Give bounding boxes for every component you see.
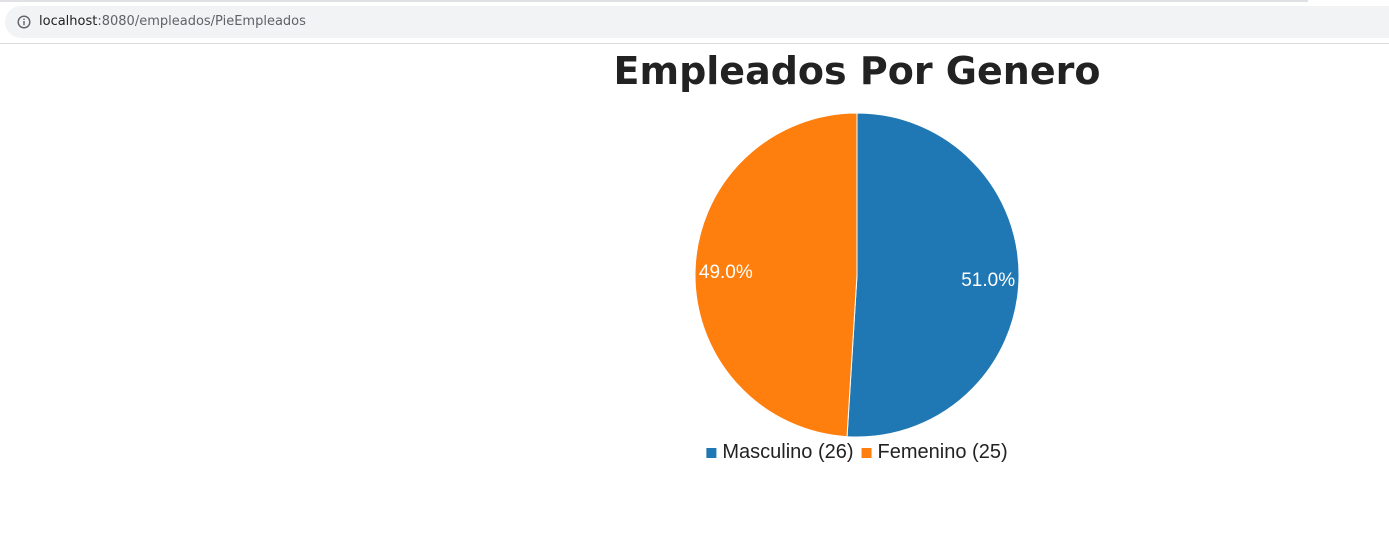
url-path: :8080/empleados/PieEmpleados <box>97 14 306 29</box>
url-host: localhost <box>39 14 98 29</box>
pie-slice-masculino[interactable] <box>846 112 1020 438</box>
legend-swatch-femenino <box>861 448 872 458</box>
pie-slice-femenino[interactable] <box>694 112 858 438</box>
pie-slices <box>694 112 1020 438</box>
pie-percent-label-masculino: 51.0% <box>961 270 1015 291</box>
toolbar-divider <box>0 43 1389 44</box>
legend-label-masculino: Masculino (26) <box>722 441 853 463</box>
legend-item-femenino[interactable]: Femenino (25) <box>861 441 1008 463</box>
browser-top-strip <box>0 0 1389 4</box>
legend-item-masculino[interactable]: Masculino (26) <box>706 441 854 463</box>
pie-percent-labels: 51.0% 49.0% <box>699 262 1015 291</box>
pie-percent-label-femenino: 49.0% <box>699 262 753 283</box>
address-bar[interactable]: localhost:8080/empleados/PieEmpleados <box>5 6 1389 38</box>
url-text[interactable]: localhost:8080/empleados/PieEmpleados <box>39 14 306 30</box>
pie-legend: Masculino (26) Femenino (25) <box>706 441 1008 463</box>
info-icon[interactable] <box>17 15 31 29</box>
page-title: Empleados Por Genero <box>613 49 1101 93</box>
tab-strip-bar <box>0 0 1308 2</box>
legend-swatch-masculino <box>706 448 717 458</box>
legend-label-femenino: Femenino (25) <box>878 441 1008 463</box>
pie-chart: 51.0% 49.0% Masculino (26) Femenino (25) <box>694 112 1020 463</box>
